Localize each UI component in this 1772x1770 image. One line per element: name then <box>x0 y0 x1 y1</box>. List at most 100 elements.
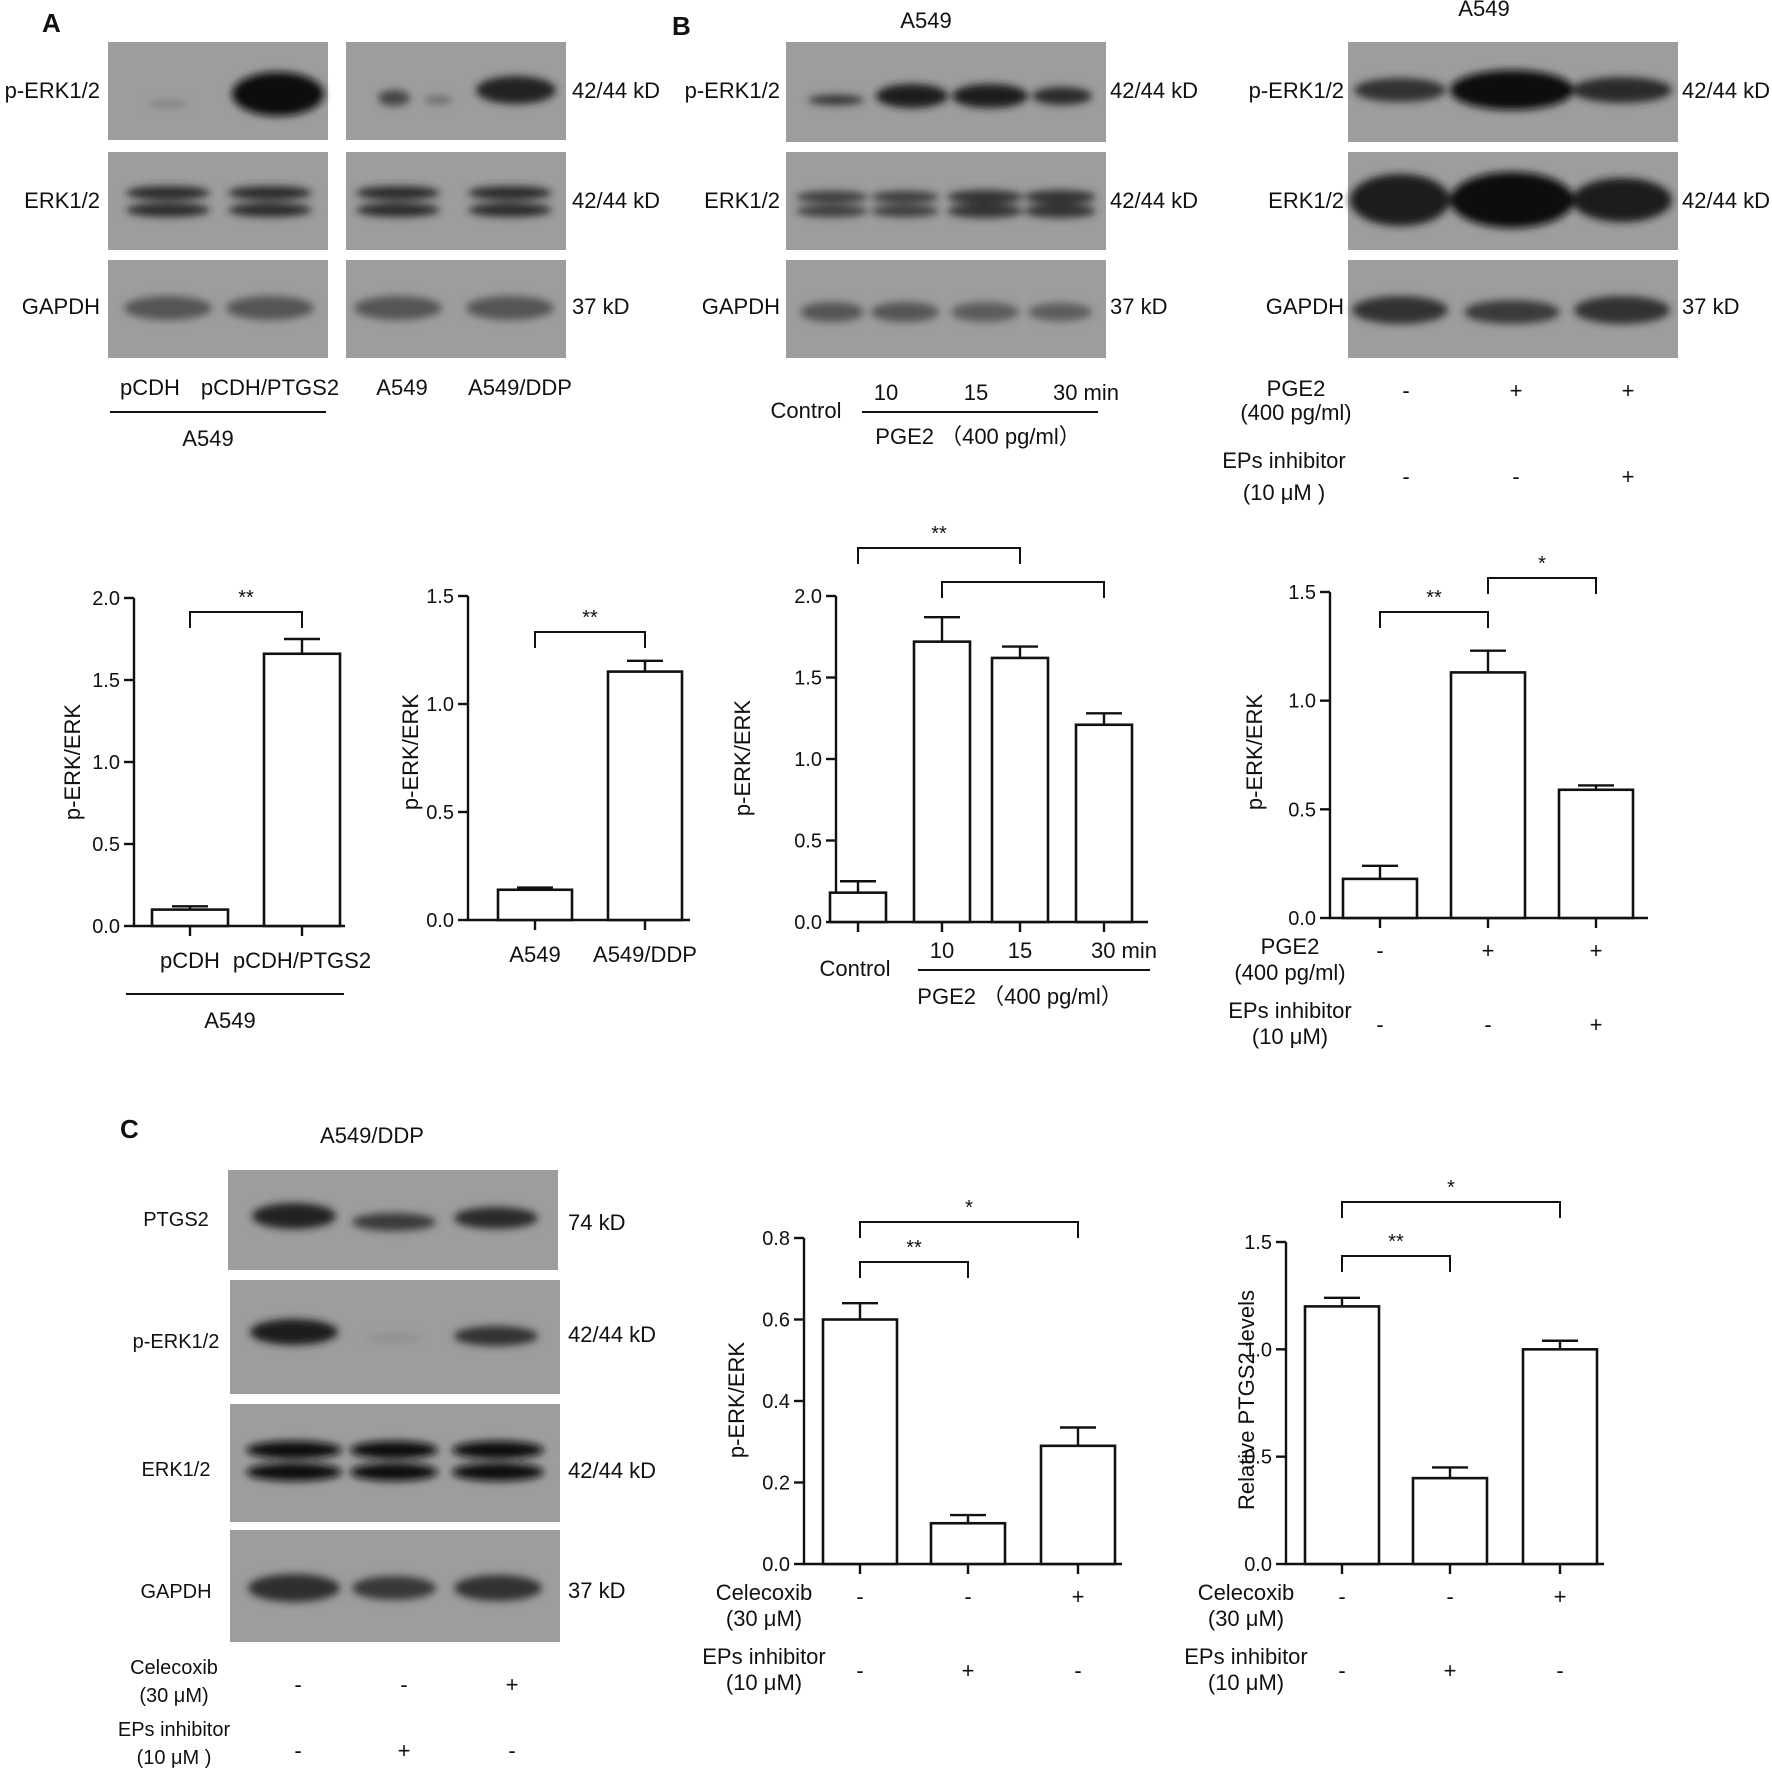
band <box>354 296 442 320</box>
condition-sign: - <box>856 1584 863 1609</box>
condition-sign: - <box>856 1658 863 1683</box>
band <box>952 84 1028 108</box>
y-tick-label: 1.5 <box>1244 1232 1272 1254</box>
blot-b2-sign: + <box>1622 378 1635 403</box>
condition-sign: - <box>1338 1658 1345 1683</box>
band <box>126 203 210 217</box>
blot-b2-sign: - <box>1402 464 1409 489</box>
band <box>1024 190 1096 204</box>
y-axis-label: p-ERK/ERK <box>1242 694 1267 810</box>
x-category-label: A549 <box>509 942 560 967</box>
blot-b1-time-label: 30 min <box>1053 380 1119 405</box>
condition-sign: + <box>1554 1584 1567 1609</box>
band <box>1572 77 1672 103</box>
y-tick-label: 0.5 <box>1244 1447 1272 1469</box>
blot-b2-row-label: ERK1/2 <box>1268 188 1344 213</box>
significance-bracket <box>1341 1201 1561 1218</box>
blot-a-row-label: p-ERK1/2 <box>5 78 100 103</box>
y-tick-label: 0.4 <box>762 1391 790 1413</box>
condition-label: EPs inhibitor <box>1184 1644 1308 1669</box>
band <box>1354 78 1446 102</box>
blot-b2-row-size: 42/44 kD <box>1682 78 1770 103</box>
chart-b2: 0.00.51.01.5p-ERK/ERK***PGE2(400 pg/ml)E… <box>1228 553 1648 1049</box>
significance-label: ** <box>906 1237 922 1259</box>
y-tick-label: 1.0 <box>1244 1339 1272 1361</box>
y-tick-label: 0.8 <box>762 1228 790 1250</box>
band <box>246 1463 342 1481</box>
blot-a-row-size: 37 kD <box>572 294 629 319</box>
band <box>352 1576 436 1600</box>
band <box>148 101 188 107</box>
band <box>1024 204 1096 218</box>
band <box>1350 174 1450 226</box>
bar <box>1074 723 1134 924</box>
band <box>1028 303 1092 321</box>
significance-bracket <box>857 547 1021 564</box>
y-axis-label: Relative PTGS2 levels <box>1234 1290 1259 1510</box>
chart-a1: 0.0 0.5 1.0 1.5 2.0 p-ERK/ERK ** pCDH pCDH/PTGS2… <box>60 587 371 1033</box>
condition-label: EPs inhibitor <box>1228 998 1352 1023</box>
band <box>1450 70 1574 110</box>
bar <box>262 652 342 928</box>
blot-b1-row-size: 42/44 kD <box>1110 188 1198 213</box>
band <box>452 1463 544 1481</box>
band <box>246 1441 342 1459</box>
band <box>378 90 410 106</box>
condition-label: (10 μM) <box>1252 1024 1328 1049</box>
band <box>808 95 864 105</box>
blot-b1-row-size: 42/44 kD <box>1110 78 1198 103</box>
x-category-label: 15 <box>1008 938 1032 963</box>
blot-c-row-label: p-ERK1/2 <box>133 1331 220 1353</box>
chart-a2: 0.0 0.5 1.0 1.5 p-ERK/ERK ** A549 A549/DDP <box>398 586 697 967</box>
y-tick-label: 0.2 <box>762 1473 790 1495</box>
band <box>876 84 948 108</box>
blot-c-sign: + <box>398 1738 411 1763</box>
significance-label: ** <box>1388 1231 1404 1253</box>
band <box>252 1203 336 1229</box>
band <box>871 191 939 203</box>
band <box>468 203 552 217</box>
bar <box>606 670 684 922</box>
blot-c-row-size: 37 kD <box>568 1578 625 1603</box>
bar <box>496 888 574 922</box>
y-axis-label: p-ERK/ERK <box>398 694 423 810</box>
blot-a-row-label: ERK1/2 <box>24 188 100 213</box>
panel-letter-a: A <box>42 8 61 38</box>
band <box>1352 296 1448 324</box>
band <box>1572 178 1672 222</box>
band <box>232 72 324 116</box>
band <box>350 1463 438 1481</box>
significance-bracket <box>1341 1255 1451 1272</box>
blot-c-row-label: PTGS2 <box>143 1209 209 1231</box>
y-axis-label: p-ERK/ERK <box>724 1342 749 1458</box>
blot-b2-sign: - <box>1402 378 1409 403</box>
bar <box>912 640 972 924</box>
band <box>124 296 212 320</box>
band <box>250 1319 338 1345</box>
band <box>796 191 868 203</box>
significance-label: ** <box>1426 587 1442 609</box>
condition-sign: - <box>1446 1584 1453 1609</box>
blot-b2-cond2-line1: EPs inhibitor <box>1222 448 1346 473</box>
significance-label: ** <box>582 607 598 629</box>
chart-c1: 0.00.20.40.60.8p-ERK/ERK***Celecoxib(30 … <box>702 1197 1122 1695</box>
blot-b2-row-size: 42/44 kD <box>1682 188 1770 213</box>
band <box>796 205 868 217</box>
band <box>466 296 554 320</box>
y-tick-label: 0.5 <box>1288 799 1316 821</box>
band <box>800 302 864 322</box>
y-axis-label: p-ERK/ERK <box>730 700 755 816</box>
blot-b2-cond1-line1: PGE2 <box>1267 376 1326 401</box>
blot-c-row-3 <box>230 1404 560 1522</box>
band <box>126 186 210 200</box>
x-category-label: pCDH/PTGS2 <box>233 948 371 973</box>
band <box>468 186 552 200</box>
blot-c-row-size: 42/44 kD <box>568 1322 656 1347</box>
y-tick-label: 0.0 <box>762 1554 790 1576</box>
panel-letter-c: C <box>120 1114 139 1144</box>
band <box>476 76 556 104</box>
blot-c-row-label: ERK1/2 <box>142 1459 211 1481</box>
band <box>454 1575 542 1601</box>
blot-b1-control-label: Control <box>771 398 842 423</box>
bar <box>929 1521 1007 1566</box>
